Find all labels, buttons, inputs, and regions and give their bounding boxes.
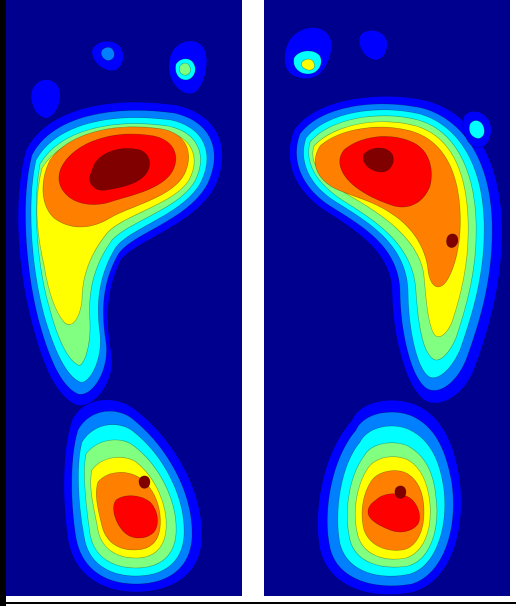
heel-contour [394, 485, 407, 499]
contour-level-8 [89, 148, 150, 191]
forefoot-contours [17, 101, 223, 406]
heel-contour [138, 475, 151, 489]
toe-contour [301, 58, 315, 71]
toe-contours [30, 40, 208, 119]
contour-level-8 [446, 233, 459, 248]
heel-contours [63, 399, 203, 593]
toe-contour [100, 46, 115, 61]
forefoot-contours [289, 95, 503, 404]
toe-contour [358, 29, 388, 61]
contour-level-7 [339, 136, 432, 208]
left-foot-contour-plot [6, 0, 242, 596]
heel-contours [317, 399, 462, 595]
heel-contour [113, 495, 158, 539]
heel-contour [367, 493, 420, 533]
right-foot-pressure-panel [264, 0, 510, 596]
right-foot-contour-plot [264, 0, 510, 596]
axis-edge [0, 0, 6, 606]
toe-contour [468, 120, 485, 139]
left-foot-pressure-panel [6, 0, 242, 596]
bottom-axis-line [0, 602, 516, 604]
toe-contour [30, 79, 61, 119]
contour-level-8 [362, 147, 394, 173]
toe-contour [178, 62, 191, 76]
toe-contours [284, 27, 492, 149]
